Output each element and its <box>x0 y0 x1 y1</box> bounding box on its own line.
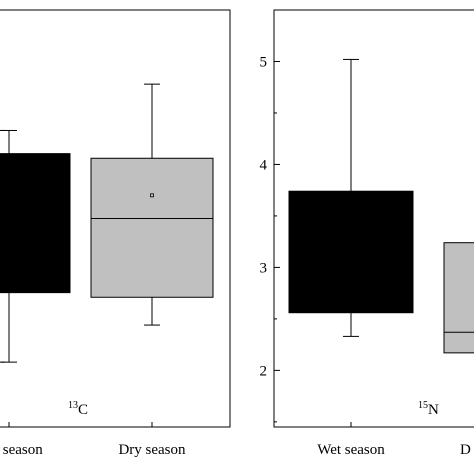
isotope-superscript: 13 <box>68 400 78 411</box>
box-body <box>90 157 214 298</box>
isotope-superscript: 15 <box>418 400 428 411</box>
box-dry-season <box>90 83 214 326</box>
box-body <box>443 242 474 354</box>
y-tick-label: 4 <box>260 157 268 173</box>
y-tick-label: 5 <box>260 54 268 70</box>
box-wet-season <box>288 58 414 337</box>
isotope-element: N <box>428 402 439 418</box>
isotope-annotation: 15N <box>418 400 439 418</box>
box-wet-season <box>0 129 71 363</box>
panel-right-15n: 2 3 4 5 Wet season D 15N <box>260 9 474 458</box>
y-tick-label: 2 <box>260 363 268 379</box>
plot-frame <box>273 9 474 428</box>
isotope-annotation: 13C <box>68 400 88 418</box>
category-label: Dry season <box>118 442 186 458</box>
category-label: D <box>460 442 471 458</box>
box-body <box>0 153 71 294</box>
mean-marker <box>150 193 154 198</box>
category-label: Wet season <box>0 442 43 458</box>
panel-left-13c: Wet season Dry season 13C <box>0 9 231 458</box>
category-label: Wet season <box>317 442 385 458</box>
y-tick-label: 3 <box>260 260 268 276</box>
plot-frame <box>0 9 231 428</box>
isotope-element: C <box>78 402 88 418</box>
box-body <box>288 190 414 314</box>
box-dry-season <box>443 242 474 354</box>
